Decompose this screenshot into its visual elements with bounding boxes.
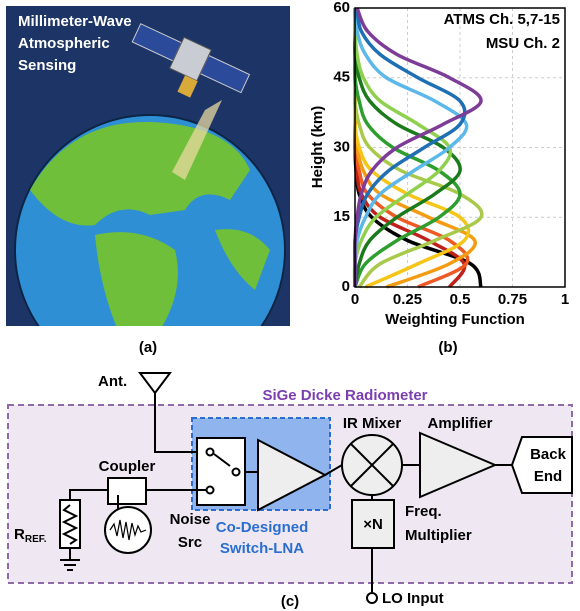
multiplier-label: Freq. xyxy=(405,503,442,520)
y-tick-label: 45 xyxy=(333,69,350,86)
illustration-title: Atmospheric xyxy=(18,35,110,52)
multiplier-symbol: ×N xyxy=(363,516,383,533)
mixer-label: IR Mixer xyxy=(343,415,402,432)
antenna-label: Ant. xyxy=(98,373,127,390)
annotation: MSU Ch. 2 xyxy=(486,35,560,52)
illustration-title: Sensing xyxy=(18,57,76,74)
diagram-title: SiGe Dicke Radiometer xyxy=(262,387,427,404)
antenna xyxy=(140,373,170,393)
noise-label: Src xyxy=(178,534,202,551)
x-tick-label: 1 xyxy=(561,291,569,308)
backend-label: Back xyxy=(530,446,567,463)
coupler-label: Coupler xyxy=(99,458,156,475)
y-tick-label: 15 xyxy=(333,208,350,225)
noise-source xyxy=(105,507,151,553)
y-axis-label: Height (km) xyxy=(309,106,326,189)
resistor-label-main: R xyxy=(14,526,25,543)
lo-label: LO Input xyxy=(382,590,444,607)
illustration: Millimeter-Wave Atmospheric Sensing xyxy=(6,6,290,385)
x-tick-label: 0.5 xyxy=(450,291,471,308)
page: Millimeter-Wave Atmospheric Sensing (a) … xyxy=(0,0,580,611)
x-axis-label: Weighting Function xyxy=(385,311,525,328)
x-tick-label: 0 xyxy=(351,291,359,308)
x-tick-label: 0.75 xyxy=(498,291,527,308)
lo-port xyxy=(367,593,377,603)
resistor-label-sub: REF. xyxy=(25,534,47,545)
coupler xyxy=(108,478,146,504)
y-tick-label: 60 xyxy=(333,0,350,16)
annotation: ATMS Ch. 5,7-15 xyxy=(444,11,560,28)
caption: (a) xyxy=(139,339,157,356)
caption: (b) xyxy=(438,339,457,356)
caption: (c) xyxy=(281,593,299,610)
backend-label: End xyxy=(534,468,562,485)
x-tick-label: 0.25 xyxy=(393,291,422,308)
lna-label: Co-Designed xyxy=(216,519,309,536)
noise-label: Noise xyxy=(170,511,211,528)
y-tick-label: 0 xyxy=(342,278,350,295)
figure: Millimeter-Wave Atmospheric Sensing (a) … xyxy=(0,0,580,611)
multiplier-label: Multiplier xyxy=(405,527,472,544)
diagram xyxy=(8,373,572,603)
y-tick-label: 30 xyxy=(333,138,350,155)
illustration-title: Millimeter-Wave xyxy=(18,13,132,30)
amplifier-label: Amplifier xyxy=(427,415,492,432)
lna-label: Switch-LNA xyxy=(220,540,304,557)
